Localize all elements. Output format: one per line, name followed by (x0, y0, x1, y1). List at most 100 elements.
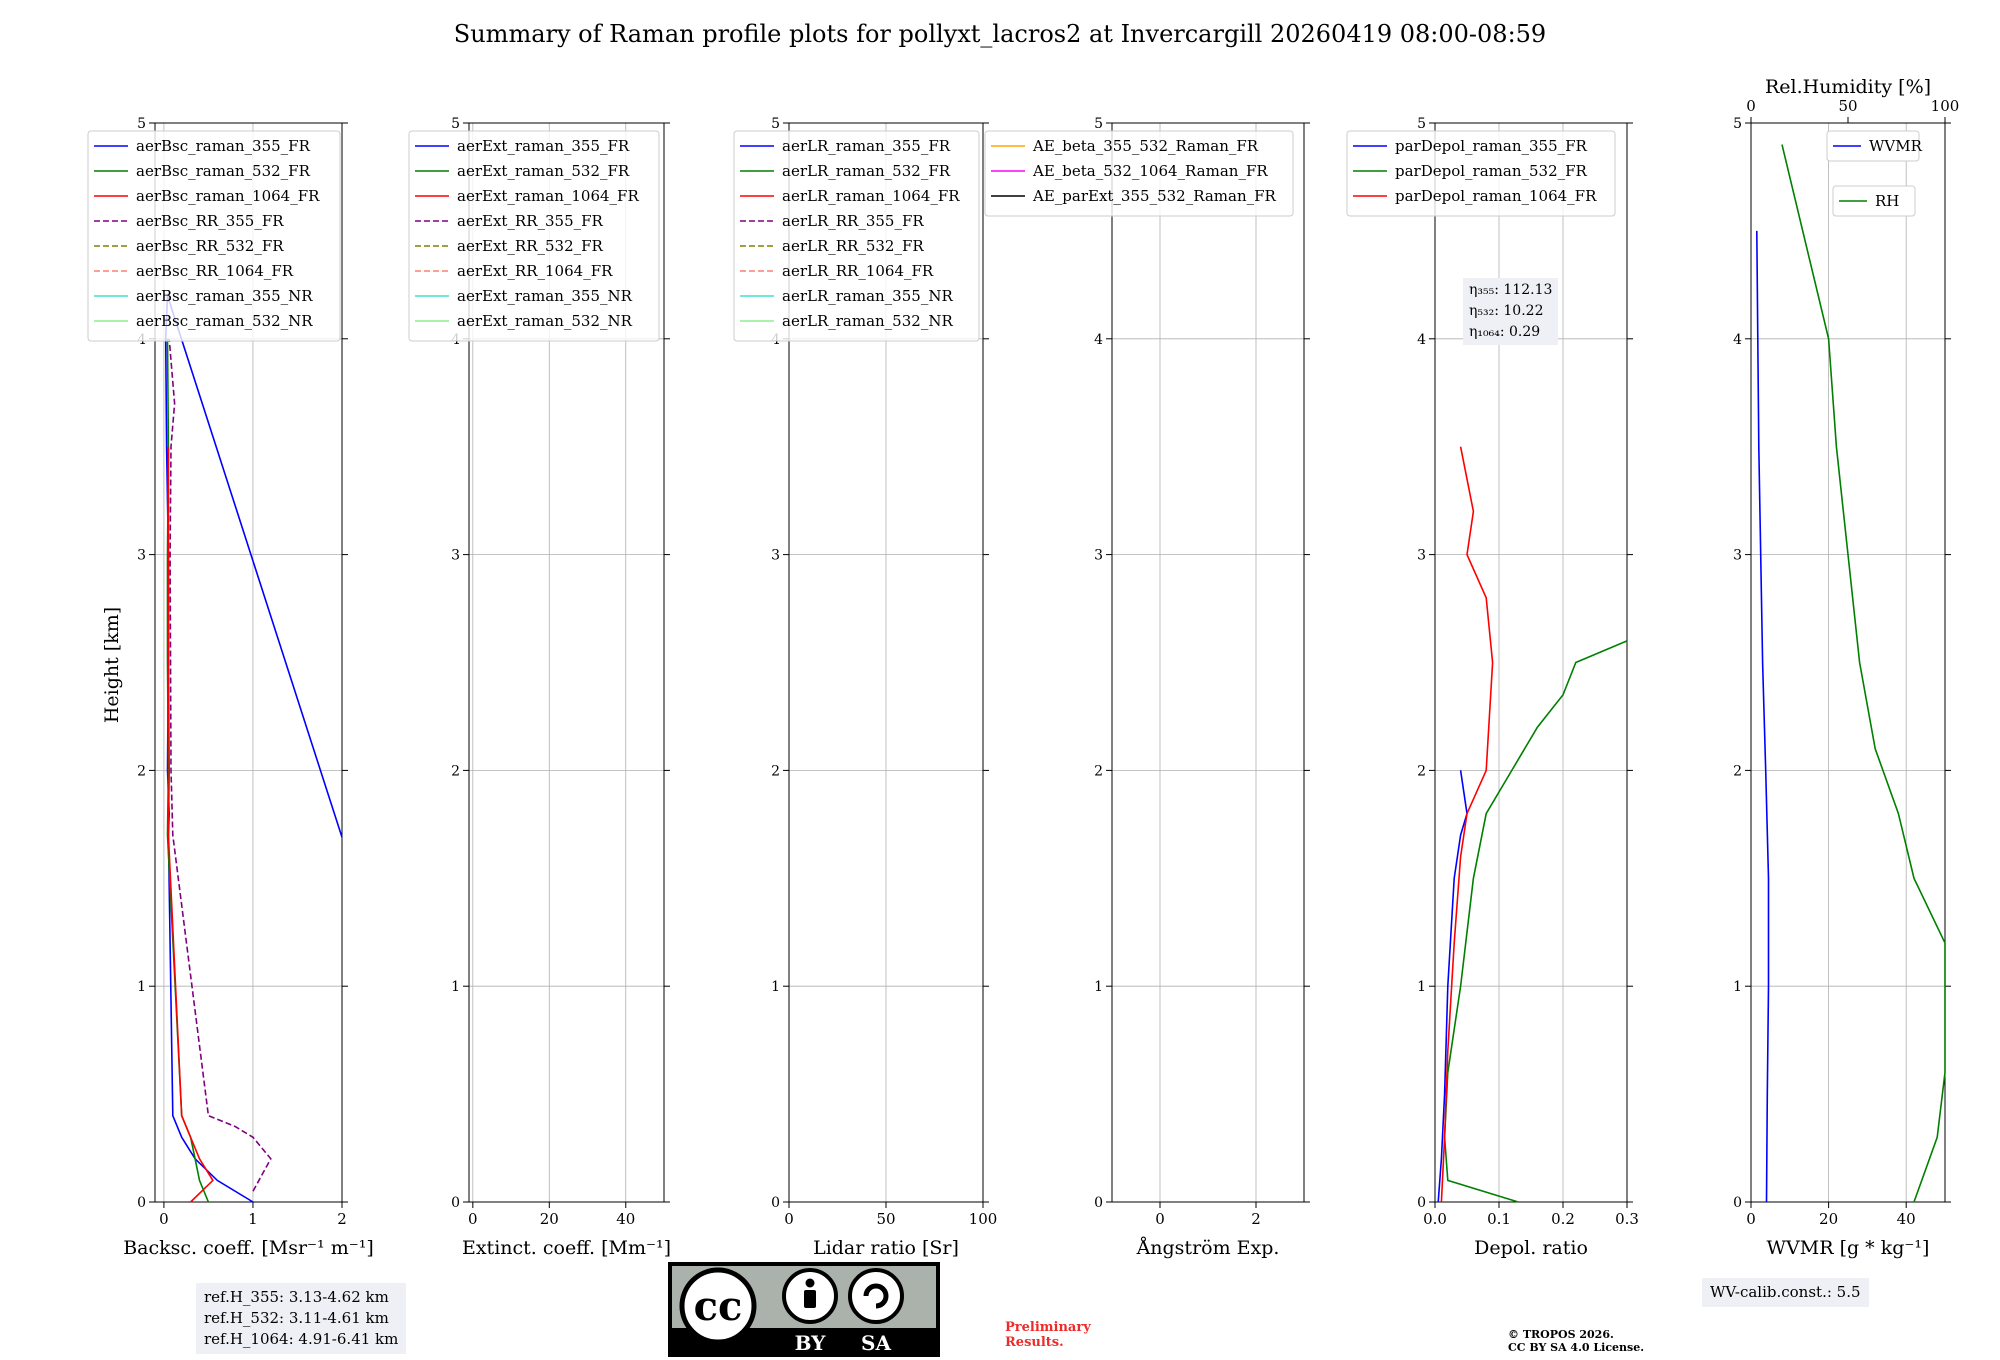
y-tick-label: 0 (451, 1195, 460, 1211)
legend-label: aerExt_RR_355_FR (457, 212, 604, 230)
y-tick-label: 0 (1733, 1195, 1742, 1211)
legend-label: aerBsc_RR_355_FR (136, 212, 284, 230)
x-tick-label: 2 (337, 1210, 347, 1228)
y-tick-label: 1 (1733, 979, 1742, 995)
eta-1064: η₁₀₆₄: 0.29 (1469, 324, 1541, 340)
x-tick-label: 0 (1155, 1210, 1165, 1228)
legend-label: aerExt_RR_532_FR (457, 237, 604, 255)
x-tick-label: 0 (784, 1210, 794, 1228)
by-person-head (805, 1278, 815, 1288)
x-tick-label: 20 (1819, 1210, 1838, 1228)
ref-height-532: ref.H_532: 3.11-4.61 km (204, 1309, 389, 1327)
legend-label: aerExt_RR_1064_FR (457, 262, 613, 280)
x-tick-label: 50 (876, 1210, 895, 1228)
series-line-parDepol_raman_1064_FR (1440, 446, 1494, 1203)
series-line-WVMR (1756, 230, 1770, 1203)
preliminary-note: Preliminary Results. (1005, 1320, 1091, 1350)
legend-label: AE_beta_532_1064_Raman_FR (1032, 162, 1268, 180)
x-tick-label: 0.0 (1423, 1210, 1447, 1228)
eta-355: η₃₅₅: 112.13 (1469, 282, 1553, 298)
x-tick-label: 20 (540, 1210, 559, 1228)
top-tick-label: 0 (1746, 97, 1756, 115)
sa-arrow-icon (863, 1283, 889, 1309)
legend-frame (1832, 185, 1916, 217)
badge-sa-label: SA (861, 1331, 891, 1355)
legend-label: parDepol_raman_532_FR (1395, 162, 1588, 180)
x-tick-label: 2 (1251, 1210, 1261, 1228)
legend-frame (1826, 130, 1920, 162)
x-axis-label: Backsc. coeff. [Msr⁻¹ m⁻¹] (123, 1237, 374, 1259)
y-tick-label: 0 (771, 1195, 780, 1211)
series-line-aerBsc_RR_355_FR (168, 338, 272, 1192)
ref-height-1064: ref.H_1064: 4.91-6.41 km (204, 1330, 399, 1348)
wv-calibration-box: WV-calib.const.: 5.5 (1702, 1278, 1869, 1307)
axes-frame (1434, 122, 1628, 1203)
legend-frame (87, 130, 341, 342)
y-tick-label: 5 (1094, 116, 1103, 132)
y-tick-label: 5 (1733, 116, 1742, 132)
axes-frame (468, 122, 665, 1203)
x-axis-label: Depol. ratio (1474, 1237, 1588, 1259)
top-axis-label: Rel.Humidity [%] (1765, 76, 1931, 98)
legend-label: aerExt_raman_355_FR (457, 137, 630, 155)
y-tick-label: 1 (1417, 979, 1426, 995)
legend-label: aerBsc_raman_1064_FR (136, 187, 320, 205)
series-line-RH (1781, 144, 1946, 1203)
x-tick-label: 40 (1897, 1210, 1916, 1228)
y-tick-label: 3 (1733, 548, 1742, 564)
legend-label: aerBsc_raman_355_FR (136, 137, 311, 155)
legend-label: parDepol_raman_1064_FR (1395, 187, 1597, 205)
legend-panel-3: aerLR_raman_355_FR aerLR_raman_532_FR aerL… (733, 130, 980, 342)
y-tick-label: 3 (771, 548, 780, 564)
x-axis-label: Extinct. coeff. [Mm⁻¹] (462, 1237, 671, 1259)
copyright-note: © TROPOS 2026. CC BY SA 4.0 License. (1508, 1328, 1644, 1354)
x-tick-label: 0 (468, 1210, 478, 1228)
legend-label: aerExt_raman_532_NR (457, 312, 633, 330)
legend-panel-4: AE_beta_355_532_Raman_FR AE_beta_532_1064… (984, 130, 1294, 217)
legend-label: aerLR_raman_1064_FR (782, 187, 960, 205)
legend-label: aerLR_RR_355_FR (782, 212, 924, 230)
y-tick-label: 5 (1417, 116, 1426, 132)
legend-label: aerBsc_raman_532_FR (136, 162, 311, 180)
y-tick-label: 1 (137, 979, 146, 995)
legend-label: aerBsc_raman_355_NR (136, 287, 313, 305)
plot-panels: 012345012Backsc. coeff. [Msr⁻¹ m⁻¹]01234… (87, 76, 1959, 1259)
ref-height-355: ref.H_355: 3.13-4.62 km (204, 1288, 389, 1306)
x-axis-label: WVMR [g * kg⁻¹] (1767, 1237, 1930, 1259)
legend-label: aerLR_RR_1064_FR (782, 262, 934, 280)
y-tick-label: 1 (451, 979, 460, 995)
legend-label: aerBsc_RR_1064_FR (136, 262, 294, 280)
axes-frame (154, 122, 343, 1203)
y-tick-label: 0 (1094, 1195, 1103, 1211)
top-tick-label: 50 (1838, 97, 1857, 115)
legend-label: RH (1875, 192, 1899, 210)
y-tick-label: 5 (771, 116, 780, 132)
legend-frame (984, 130, 1294, 217)
figure-title: Summary of Raman profile plots for polly… (453, 20, 1547, 48)
y-tick-label: 2 (1417, 763, 1426, 779)
y-tick-label: 3 (1094, 548, 1103, 564)
y-tick-label: 4 (1417, 332, 1426, 348)
legend-label: AE_beta_355_532_Raman_FR (1032, 137, 1259, 155)
legend-label: aerLR_raman_532_FR (782, 162, 951, 180)
eta-box: η₃₅₅: 112.13 η₅₃₂: 10.22 η₁₀₆₄: 0.29 (1463, 278, 1559, 345)
legend-label: aerLR_RR_532_FR (782, 237, 924, 255)
y-tick-label: 5 (137, 116, 146, 132)
copyright-line1: © TROPOS 2026. (1508, 1328, 1614, 1341)
preliminary-line2: Results. (1005, 1335, 1064, 1350)
cc-license-badge: cc BY SA (668, 1262, 940, 1357)
y-tick-label: 2 (137, 763, 146, 779)
legend-label: aerLR_raman_355_FR (782, 137, 951, 155)
y-tick-label: 1 (771, 979, 780, 995)
copyright-line2: CC BY SA 4.0 License. (1508, 1341, 1645, 1354)
legend-label: aerBsc_raman_532_NR (136, 312, 313, 330)
legend-label: aerExt_raman_1064_FR (457, 187, 639, 205)
y-axis-label: Height [km] (101, 607, 123, 723)
axes-frame (1111, 122, 1305, 1203)
series-line-aerBsc_raman_1064_FR (167, 446, 214, 1203)
legend-label: parDepol_raman_355_FR (1395, 137, 1588, 155)
legend-panel-1: aerBsc_raman_355_FR aerBsc_raman_532_FRae… (87, 130, 341, 342)
eta-532: η₅₃₂: 10.22 (1469, 303, 1544, 319)
